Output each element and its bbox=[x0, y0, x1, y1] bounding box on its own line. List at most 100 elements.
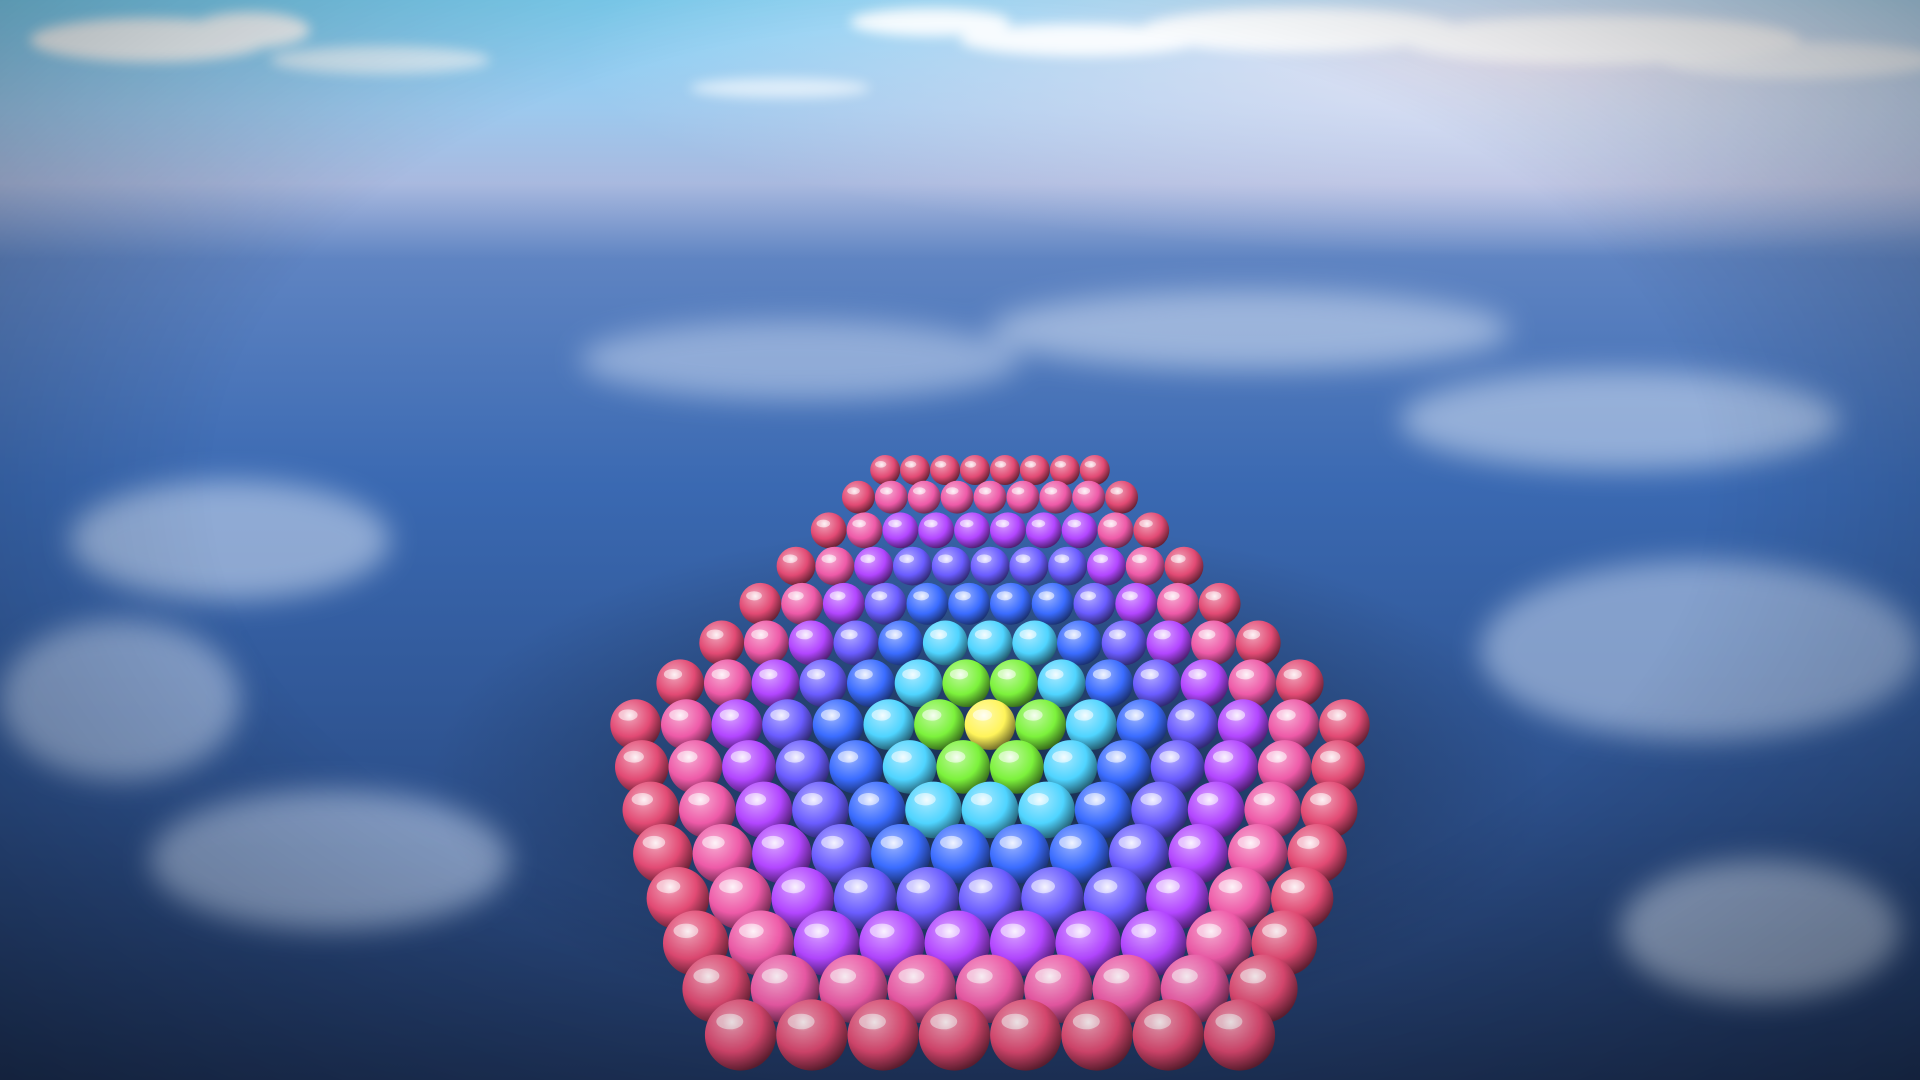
glossy-sphere bbox=[776, 546, 816, 586]
sphere-highlight bbox=[869, 923, 895, 938]
sphere-highlight bbox=[719, 879, 743, 894]
sphere-highlight bbox=[1237, 835, 1261, 849]
sphere-highlight bbox=[997, 669, 1016, 680]
glossy-sphere bbox=[1079, 455, 1110, 485]
sphere-highlight bbox=[1001, 1013, 1029, 1030]
sphere-highlight bbox=[1059, 835, 1082, 849]
sphere-highlight bbox=[880, 487, 893, 495]
sphere-highlight bbox=[847, 487, 860, 495]
glossy-sphere bbox=[922, 620, 968, 666]
glossy-sphere bbox=[1235, 620, 1281, 666]
glossy-sphere bbox=[870, 455, 901, 485]
sphere-highlight bbox=[970, 793, 993, 806]
glossy-sphere bbox=[1191, 620, 1236, 666]
glossy-sphere bbox=[1105, 480, 1138, 514]
glossy-sphere bbox=[990, 999, 1062, 1071]
sphere-highlight bbox=[1054, 461, 1067, 468]
glossy-sphere bbox=[918, 999, 991, 1071]
sphere-highlight bbox=[804, 923, 830, 938]
sphere-highlight bbox=[830, 968, 857, 984]
sphere-highlight bbox=[999, 835, 1023, 849]
glossy-sphere bbox=[1125, 546, 1165, 586]
sphere-hexagon-grid bbox=[610, 455, 1370, 1071]
glossy-sphere bbox=[930, 455, 961, 485]
sphere-highlight bbox=[1276, 709, 1296, 721]
sphere-highlight bbox=[1215, 1013, 1243, 1030]
glossy-sphere bbox=[893, 546, 932, 586]
sphere-highlight bbox=[1027, 793, 1049, 806]
glossy-sphere bbox=[1019, 455, 1050, 485]
sphere-highlight bbox=[677, 750, 698, 763]
sphere-highlight bbox=[1205, 591, 1222, 601]
sphere-highlight bbox=[663, 669, 683, 680]
sphere-highlight bbox=[968, 879, 993, 894]
sphere-highlight bbox=[1140, 793, 1162, 806]
glossy-sphere bbox=[1006, 480, 1040, 514]
glossy-sphere bbox=[1198, 582, 1241, 625]
glossy-sphere bbox=[1025, 512, 1062, 549]
glossy-sphere bbox=[846, 512, 883, 549]
glossy-sphere bbox=[1115, 582, 1158, 625]
sphere-highlight bbox=[966, 968, 993, 984]
sphere-highlight bbox=[1035, 968, 1062, 984]
glossy-sphere bbox=[1203, 999, 1276, 1071]
sphere-highlight bbox=[1163, 591, 1180, 601]
sphere-highlight bbox=[1092, 669, 1112, 680]
glossy-sphere bbox=[864, 582, 907, 625]
glossy-sphere bbox=[1132, 999, 1204, 1071]
glossy-sphere bbox=[907, 480, 941, 514]
sphere-highlight bbox=[693, 968, 720, 984]
sphere-highlight bbox=[1253, 793, 1275, 806]
sphere-highlight bbox=[1080, 591, 1096, 601]
sphere-highlight bbox=[930, 629, 948, 640]
sphere-highlight bbox=[1122, 591, 1138, 601]
glossy-sphere bbox=[973, 480, 1007, 514]
glossy-sphere bbox=[833, 620, 879, 666]
sphere-highlight bbox=[994, 461, 1007, 468]
sphere-highlight bbox=[913, 591, 929, 601]
glossy-sphere bbox=[788, 620, 834, 666]
sphere-highlight bbox=[761, 968, 788, 984]
sphere-highlight bbox=[1296, 835, 1320, 849]
sphere-highlight bbox=[669, 709, 689, 721]
sphere-highlight bbox=[770, 709, 790, 721]
sphere-highlight bbox=[1144, 1013, 1172, 1030]
sphere-highlight bbox=[816, 519, 831, 528]
glossy-sphere bbox=[967, 620, 1013, 666]
glossy-sphere bbox=[1073, 582, 1116, 625]
sphere-highlight bbox=[1198, 629, 1216, 640]
sphere-highlight bbox=[1074, 709, 1094, 721]
glossy-sphere bbox=[1031, 582, 1074, 625]
sphere-highlight bbox=[1153, 629, 1171, 640]
sphere-highlight bbox=[784, 750, 805, 763]
sphere-highlight bbox=[1024, 461, 1037, 468]
sphere-highlight bbox=[642, 835, 666, 849]
sphere-highlight bbox=[1196, 923, 1222, 938]
sphere-highlight bbox=[688, 793, 710, 806]
sphere-highlight bbox=[1212, 750, 1234, 763]
sphere-highlight bbox=[972, 709, 993, 721]
sphere-highlight bbox=[1280, 879, 1305, 894]
sphere-highlight bbox=[1064, 629, 1082, 640]
glossy-sphere bbox=[948, 582, 990, 625]
sphere-highlight bbox=[1077, 487, 1091, 495]
sphere-highlight bbox=[806, 669, 826, 680]
sphere-highlight bbox=[716, 1013, 744, 1030]
glossy-sphere bbox=[874, 480, 908, 514]
sphere-highlight bbox=[1011, 487, 1025, 495]
sphere-highlight bbox=[1171, 968, 1198, 984]
sphere-highlight bbox=[1067, 519, 1082, 528]
sphere-highlight bbox=[730, 750, 752, 763]
sphere-highlight bbox=[1320, 750, 1341, 763]
sphere-highlight bbox=[1023, 709, 1043, 721]
glossy-sphere bbox=[744, 620, 789, 666]
sphere-highlight bbox=[976, 554, 992, 563]
sphere-highlight bbox=[821, 835, 844, 849]
sphere-highlight bbox=[702, 835, 725, 849]
sphere-highlight bbox=[1083, 793, 1106, 806]
sphere-highlight bbox=[857, 793, 880, 806]
glossy-sphere bbox=[942, 659, 990, 707]
sphere-highlight bbox=[738, 923, 764, 938]
sphere-highlight bbox=[1310, 793, 1332, 806]
